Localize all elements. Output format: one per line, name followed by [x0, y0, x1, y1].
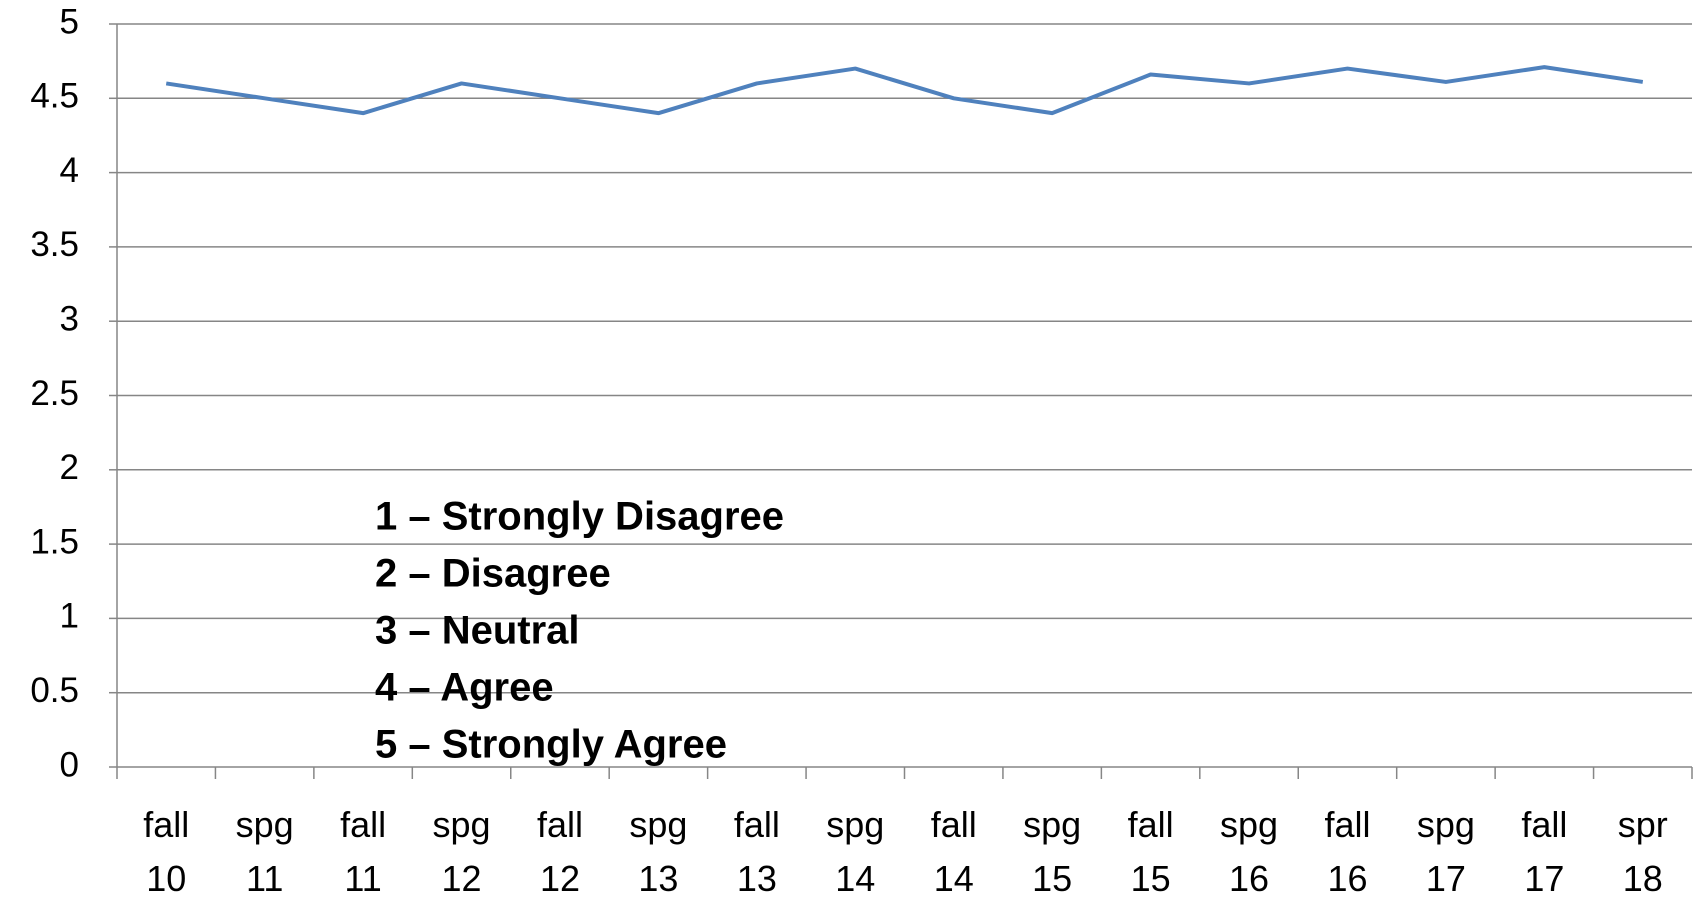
- y-tick-label: 2: [60, 448, 79, 487]
- y-tick-label: 5: [60, 2, 79, 41]
- x-tick-label: fall 16: [1324, 804, 1371, 899]
- y-tick-label: 0: [60, 745, 79, 784]
- annotation: 4 – Agree: [375, 666, 554, 710]
- y-tick-label: 3.5: [30, 225, 79, 264]
- x-tick-label: spr 18: [1617, 804, 1668, 899]
- annotation: 1 – Strongly Disagree: [375, 495, 784, 539]
- x-tick-label: fall 15: [1127, 804, 1174, 899]
- annotation: 5 – Strongly Agree: [375, 723, 727, 767]
- x-tick-label: fall 17: [1521, 804, 1568, 899]
- x-tick-label: fall 13: [733, 804, 780, 899]
- x-tick-label: spg 14: [826, 804, 885, 899]
- x-tick-label: fall 11: [340, 804, 387, 899]
- y-tick-label: 3: [60, 299, 79, 338]
- x-tick-label: spg 16: [1220, 804, 1279, 899]
- annotation: 3 – Neutral: [375, 609, 580, 653]
- y-tick-label: 1: [60, 597, 79, 636]
- y-tick-label: 4.5: [30, 77, 79, 116]
- x-tick-label: fall 10: [143, 804, 190, 899]
- y-tick-label: 4: [60, 151, 79, 190]
- x-tick-label: spg 12: [432, 804, 491, 899]
- y-tick-label: 1.5: [30, 522, 79, 561]
- series-line: [165, 65, 1644, 116]
- x-tick-label: spg 15: [1023, 804, 1082, 899]
- x-tick-label: spg 17: [1416, 804, 1475, 899]
- x-tick-label: spg 11: [235, 804, 294, 899]
- y-tick-label: 2.5: [30, 374, 79, 413]
- x-tick-label: fall 12: [536, 804, 583, 899]
- x-tick-label: spg 13: [629, 804, 688, 899]
- y-tick-label: 0.5: [30, 671, 79, 710]
- x-tick-label: fall 14: [930, 804, 977, 899]
- annotation: 2 – Disagree: [375, 552, 611, 596]
